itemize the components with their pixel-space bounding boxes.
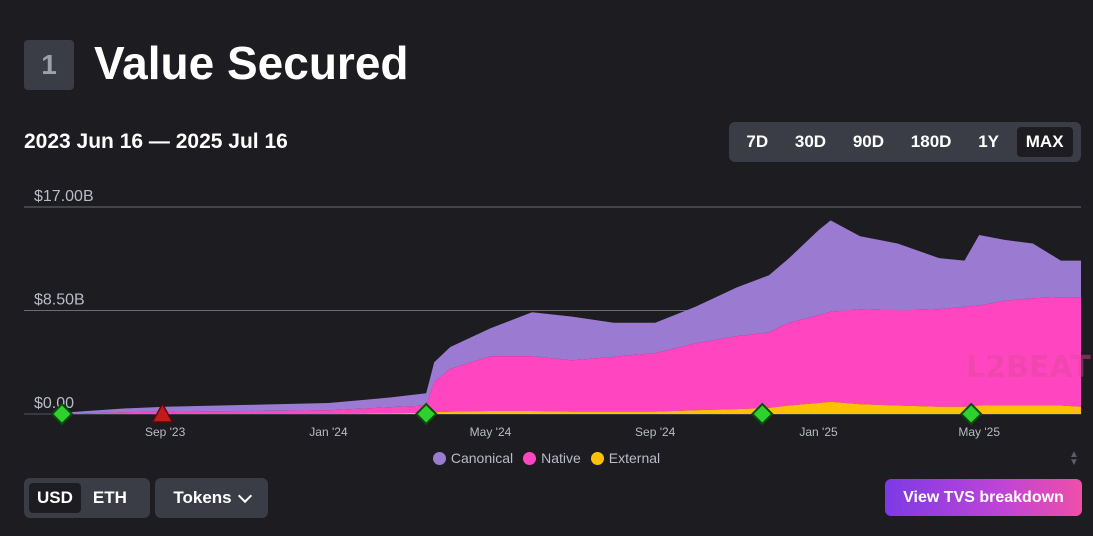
l2beat-watermark-logo: L2BEAT (966, 350, 1091, 385)
date-range-label: 2023 Jun 16 — 2025 Jul 16 (24, 130, 288, 153)
page-title: Value Secured (94, 37, 409, 89)
time-range-selector: 7D 30D 90D 180D 1Y MAX (729, 122, 1081, 162)
milestone-incident-icon (151, 402, 174, 423)
x-tick-label: May '25 (958, 425, 1000, 439)
legend-item-canonical[interactable]: Canonical (432, 450, 514, 466)
chart-legend: Canonical Native External (0, 450, 1093, 466)
unit-usd-button[interactable]: USD (29, 483, 81, 513)
x-tick-label: May '24 (470, 425, 512, 439)
range-1y-button[interactable]: 1Y (978, 132, 999, 151)
x-tick-label: Jan '24 (309, 425, 348, 439)
x-tick-label: Jan '25 (799, 425, 838, 439)
series-area-canonical (62, 220, 1081, 414)
tokens-label: Tokens (173, 488, 232, 507)
series-area-external (62, 401, 1081, 414)
legend-scroll-icon[interactable]: ▲ ▼ (1069, 449, 1079, 468)
unit-selector: USD ETH (24, 478, 150, 518)
y-tick-label: $8.50B (34, 292, 85, 309)
legend-item-native[interactable]: Native (523, 450, 581, 466)
range-90d-button[interactable]: 90D (852, 132, 885, 151)
range-max-button[interactable]: MAX (1016, 127, 1073, 157)
range-180d-button[interactable]: 180D (910, 132, 952, 151)
milestone-diamond-icon (414, 402, 438, 426)
tokens-dropdown-button[interactable]: Tokens (155, 478, 268, 518)
legend-label-external: External (608, 450, 661, 466)
chevron-down-icon (237, 488, 252, 504)
legend-label-canonical: Canonical (450, 450, 514, 466)
section-number-badge: 1 (24, 40, 74, 90)
x-tick-label: Sep '23 (145, 425, 186, 439)
legend-item-external[interactable]: External (590, 450, 661, 466)
range-30d-button[interactable]: 30D (794, 132, 827, 151)
series-area-native (62, 297, 1081, 414)
milestone-diamond-icon (50, 402, 74, 426)
range-7d-button[interactable]: 7D (746, 132, 769, 151)
view-tvs-breakdown-button[interactable]: View TVS breakdown (885, 479, 1082, 516)
unit-eth-button[interactable]: ETH (92, 488, 127, 507)
milestone-diamond-icon (750, 402, 774, 426)
legend-swatch-external (590, 451, 604, 465)
y-tick-label: $17.00B (34, 188, 94, 205)
legend-swatch-canonical (432, 451, 446, 465)
x-tick-label: Sep '24 (635, 425, 676, 439)
milestone-diamond-icon (959, 402, 983, 426)
legend-swatch-native (523, 451, 537, 465)
legend-label-native: Native (541, 450, 581, 466)
